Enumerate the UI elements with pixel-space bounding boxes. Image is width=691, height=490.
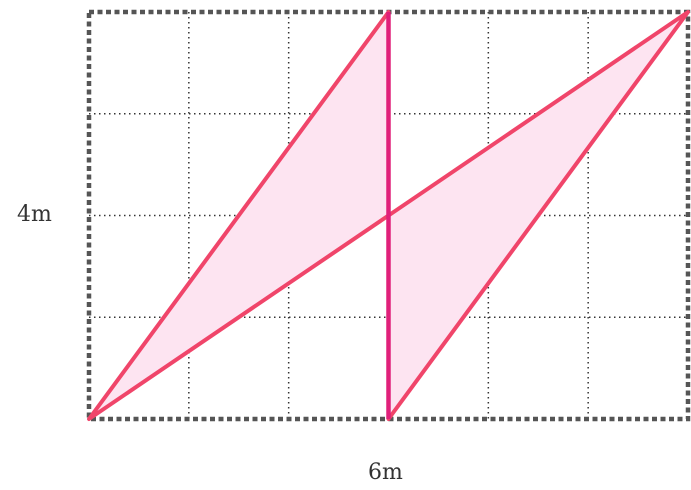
height-label: 4m xyxy=(17,202,52,227)
left-triangle xyxy=(87,10,391,421)
right-triangle xyxy=(386,10,690,421)
width-label: 6m xyxy=(368,460,403,485)
